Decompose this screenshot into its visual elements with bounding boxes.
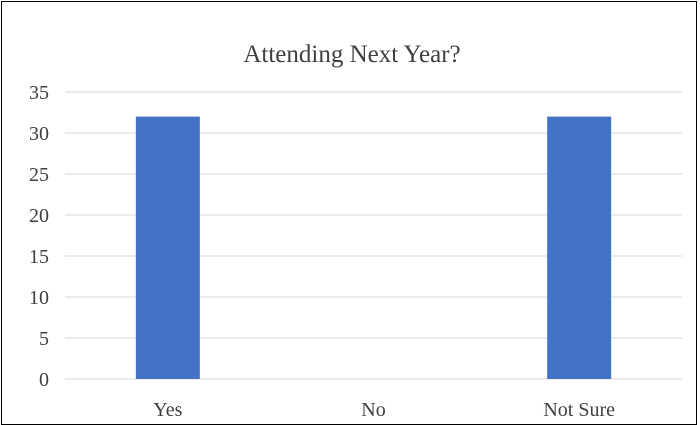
x-tick-label: Not Sure (543, 399, 615, 421)
y-tick-label: 25 (29, 164, 49, 186)
bars (135, 116, 612, 379)
bar-not-sure (547, 116, 612, 379)
y-tick-label: 5 (39, 328, 49, 350)
chart-title: Attending Next Year? (243, 41, 460, 68)
x-tick-label: Yes (153, 399, 182, 421)
y-axis-ticks: 0 5 10 15 20 25 30 35 (29, 82, 49, 391)
bar-yes (135, 116, 200, 379)
y-tick-label: 35 (29, 82, 49, 104)
y-tick-label: 0 (39, 369, 49, 391)
y-tick-label: 15 (29, 246, 49, 268)
x-tick-label: No (361, 399, 385, 421)
y-tick-label: 20 (29, 205, 49, 227)
y-tick-label: 10 (29, 287, 49, 309)
x-axis-ticks: Yes No Not Sure (153, 399, 615, 421)
y-tick-label: 30 (29, 123, 49, 145)
